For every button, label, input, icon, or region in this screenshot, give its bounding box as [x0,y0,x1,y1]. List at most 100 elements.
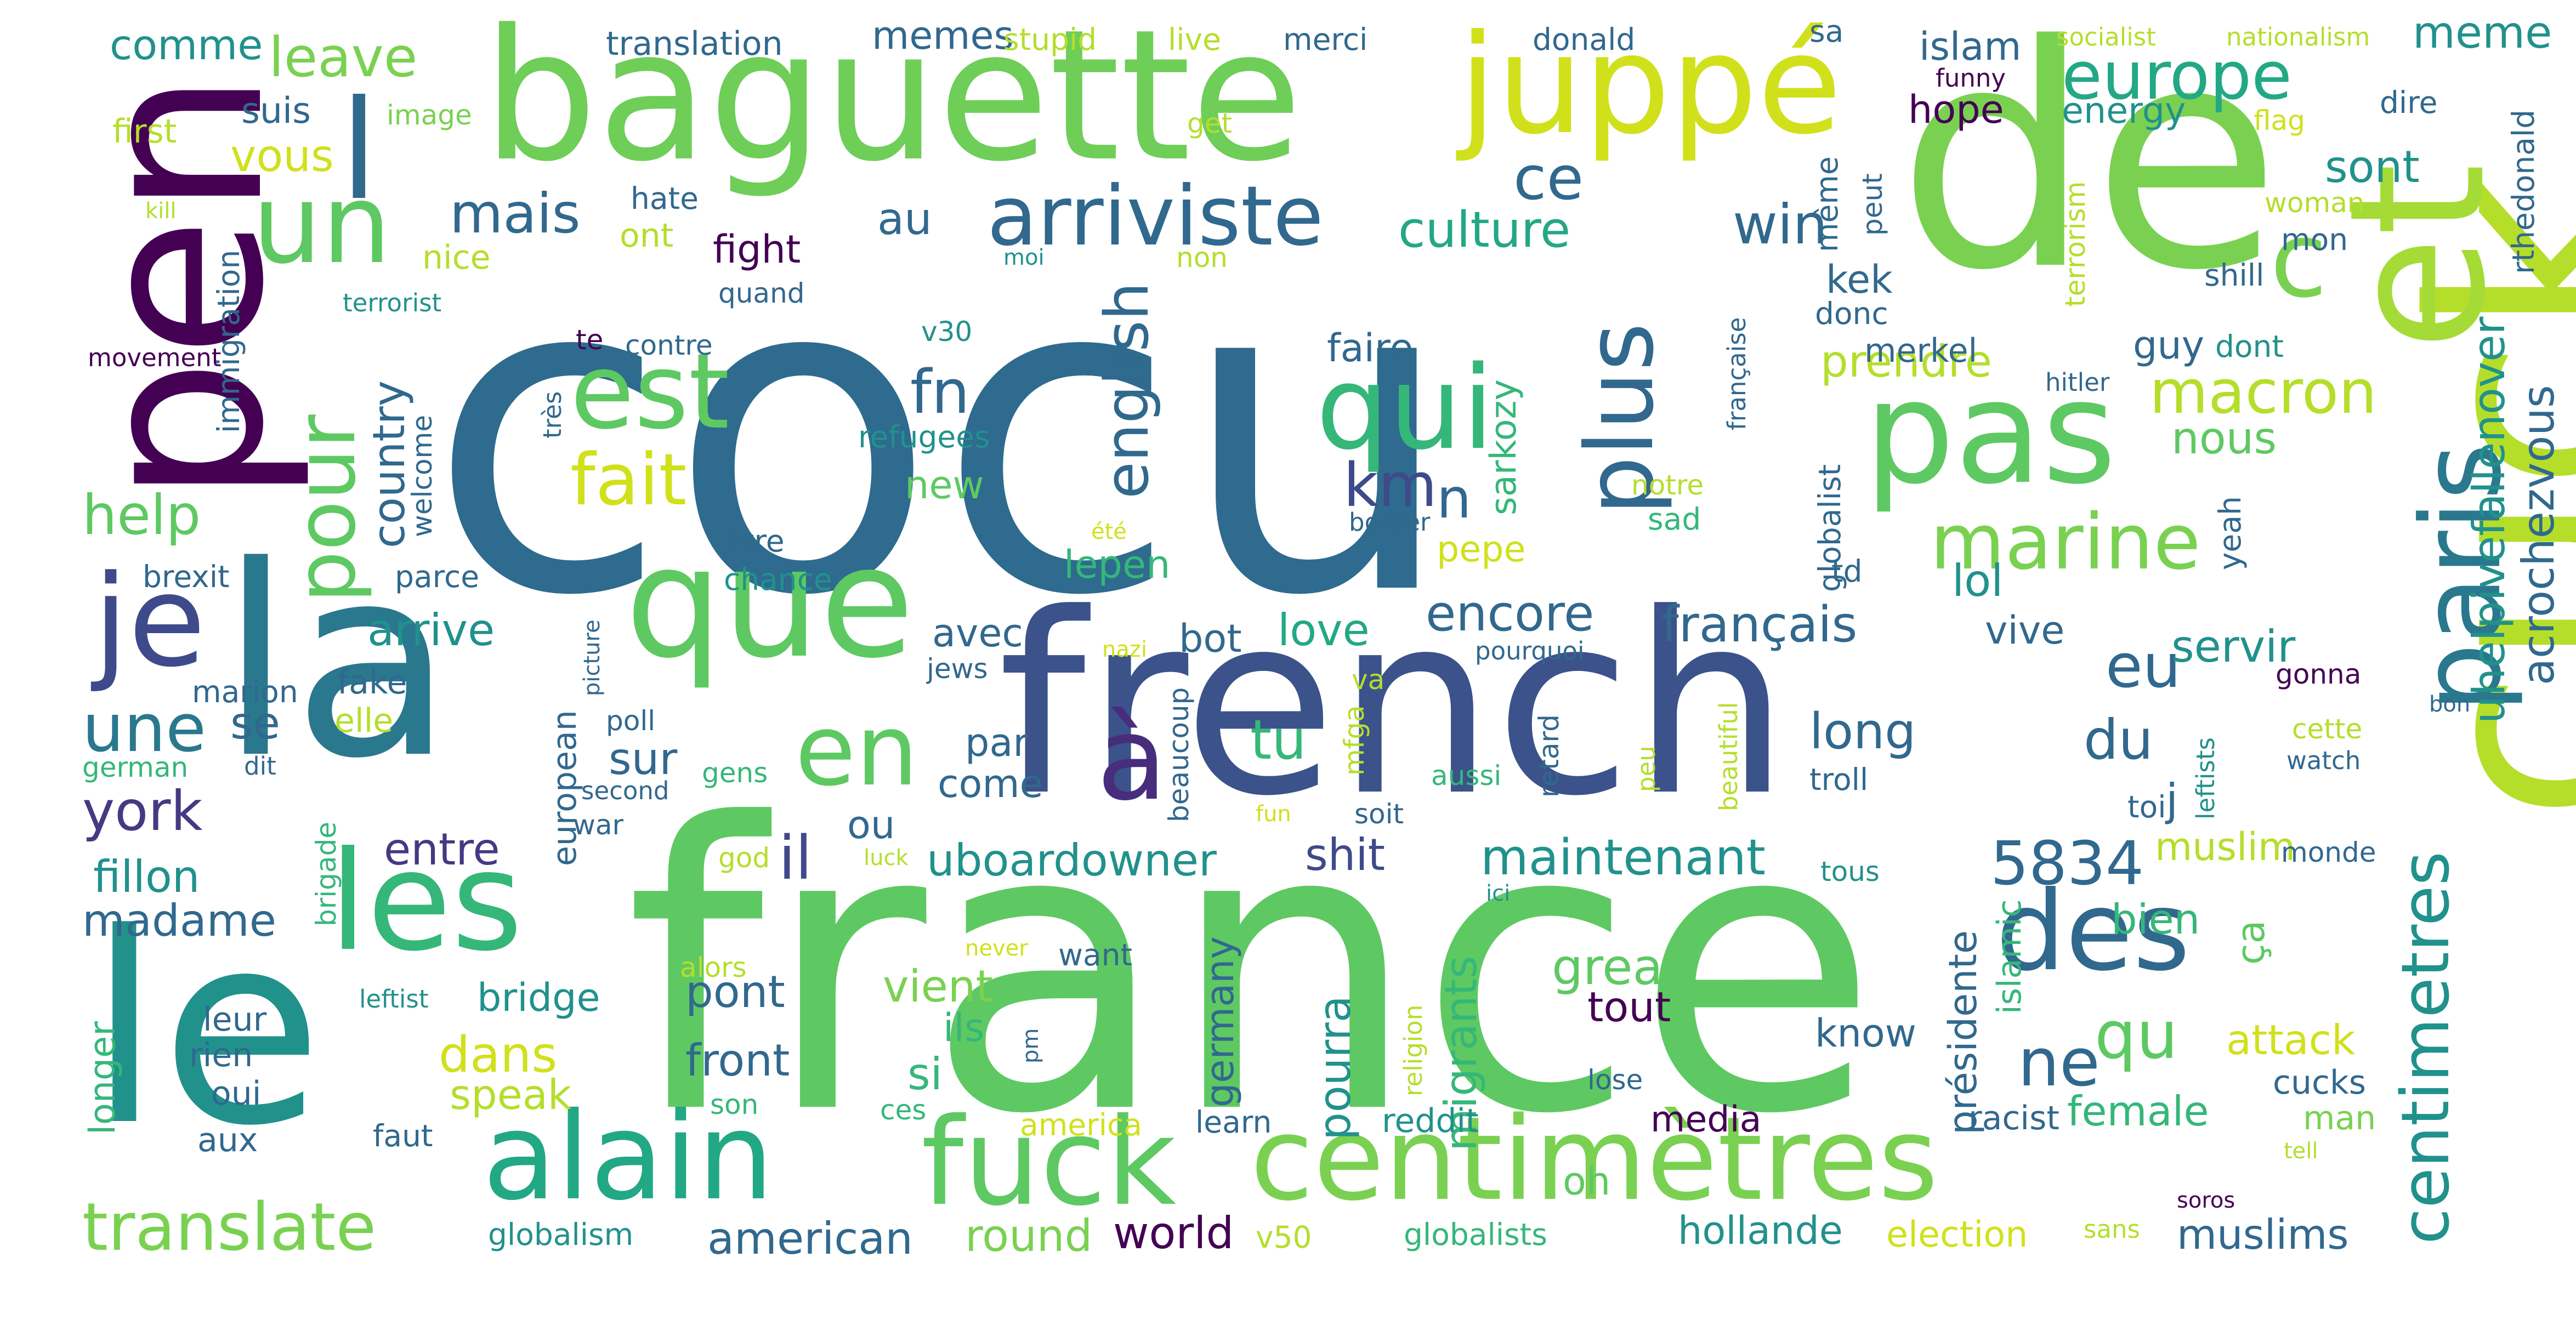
word-racist: racist [1968,1099,2059,1137]
word-dit: dit [244,752,276,781]
word-know: know [1815,1011,1916,1056]
word-lepen: lepen [1064,542,1171,587]
word-german: german [82,752,189,783]
word-movement: movement [88,343,222,372]
word-vive: vive [1985,608,2065,653]
word-parce: parce [395,559,480,594]
word-5834: 5834 [1990,828,2144,898]
word-rthedonald: rthedonald [2506,109,2541,274]
word-dans: dans [439,1026,558,1084]
word-dont: dont [2215,329,2284,364]
word-round: round [965,1210,1093,1261]
word-image: image [387,99,472,131]
word-en: en [795,693,918,808]
word-de: de [1897,0,2281,338]
word-qu: qu [2095,998,2178,1074]
word-retard: retard [1533,714,1565,798]
word-tres: très [538,391,567,439]
word-contre: contre [625,329,713,361]
word-socialist: socialist [2056,22,2156,52]
word-chance: chance [724,562,832,597]
word-sur: sur [609,733,678,784]
word-le: le [88,877,323,1184]
word-nice: nice [422,238,491,277]
word-eu: eu [2106,631,2181,701]
word-peu: peu [1632,746,1661,792]
word-des: des [1996,868,2191,995]
word-meme: meme [2413,7,2552,58]
word-terrorist: terrorist [343,288,442,317]
word-globalists: globalists [1404,1217,1547,1252]
word-speak: speak [450,1071,572,1119]
word-merci: merci [1283,22,1368,57]
word-god: god [718,842,770,874]
word-european: european [546,710,584,866]
word-macron: macron [2149,357,2377,427]
word-td: td [1831,554,1863,589]
word-donc: donc [1815,296,1888,331]
word-kill: kill [145,198,177,224]
word-bridge: bridge [477,975,600,1020]
word-merkel: merkel [1864,332,1978,370]
word-long: long [1809,703,1916,760]
word-picture: picture [580,619,605,696]
word-islamic: islamic [1990,899,2029,1014]
word-ces: ces [880,1094,927,1126]
word-yeah: yeah [2212,496,2248,570]
word-l: l [340,71,378,230]
word-war: war [573,809,624,841]
word-kek: kek [1826,257,1893,302]
word-quand: quand [718,277,805,309]
word-brigade: brigade [310,821,342,926]
word-longer: longer [82,1021,123,1135]
word-je: je [93,549,206,695]
word-arrive: arrive [367,605,495,656]
word-memes: memes [872,13,1014,58]
word-oh: oh [1563,1159,1611,1204]
word-translation: translation [606,25,783,63]
word-hope: hope [1908,87,2004,132]
word-leftist: leftist [359,985,429,1014]
word-faire: faire [1327,326,1414,371]
word-hitler: hitler [2045,368,2110,397]
word-cette: cette [2292,713,2363,745]
word-a-grave: à [1097,692,1167,826]
word-country: country [364,380,415,548]
word-suis: suis [241,90,311,132]
word-watch: watch [2286,746,2361,775]
word-soros: soros [2177,1188,2235,1213]
word-alors: alors [680,952,747,983]
word-c: c [2270,200,2328,321]
word-pas: pas [1864,350,2117,516]
word-elle: elle [334,702,394,740]
word-sad: sad [1648,502,1701,537]
word-cocu: cocu [428,180,1457,691]
word-flag: flag [2254,105,2305,136]
word-world: world [1113,1208,1234,1259]
word-dire: dire [2380,85,2438,120]
word-cucks: cucks [2273,1063,2367,1102]
word-love: love [1278,605,1370,656]
word-comme: comme [110,21,263,69]
word-sarkozy: sarkozy [1483,379,1524,515]
word-immigration: immigration [211,249,246,433]
word-leave: leave [269,25,418,89]
word-pepe: pepe [1437,529,1526,570]
word-come: come [938,761,1043,806]
word-nous: nous [2171,413,2277,464]
word-europe: europe [2062,38,2292,115]
word-marine: marine [1930,498,2201,587]
word-fake: fake [337,663,407,702]
word-islam: islam [1919,24,2022,69]
word-fait: fait [570,438,687,521]
word-hate: hate [631,181,699,216]
word-win: win [1733,192,1828,257]
word-nationalism: nationalism [2226,22,2370,52]
word-v50: v50 [1256,1220,1312,1255]
word-reddit: reddit [1382,1102,1479,1140]
word-notre: notre [1631,469,1704,501]
word-gens: gens [702,757,768,789]
word-aussi: aussi [1431,760,1502,792]
word-toi: toi [2127,789,2166,824]
word-acrochezvous: acrochezvous [2513,385,2564,685]
